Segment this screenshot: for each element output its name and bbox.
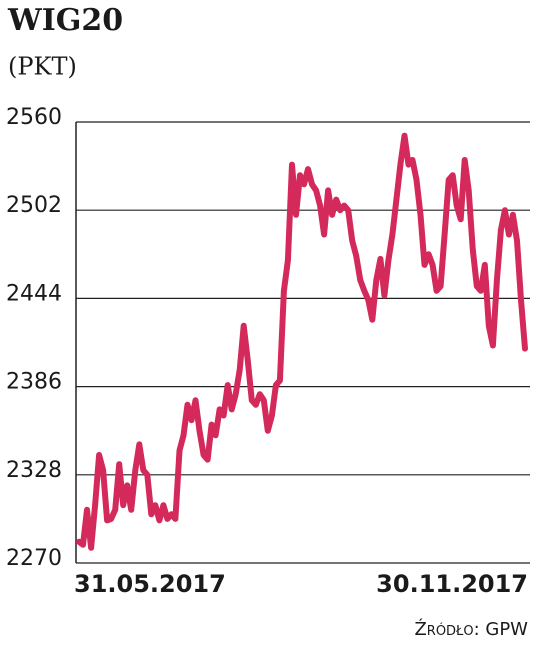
source-note: Źródło: GPW bbox=[414, 618, 528, 640]
y-tick-label: 2328 bbox=[6, 458, 62, 483]
x-tick-label: 31.05.2017 bbox=[74, 570, 226, 598]
chart-title: WIG20 bbox=[7, 3, 123, 38]
y-tick-label: 2502 bbox=[6, 193, 62, 218]
y-tick-label: 2386 bbox=[6, 370, 62, 395]
y-tick-label: 2270 bbox=[6, 546, 62, 571]
x-tick-label: 30.11.2017 bbox=[376, 570, 528, 598]
chart-subtitle: (PKT) bbox=[8, 53, 77, 81]
price-line bbox=[76, 132, 528, 551]
y-tick-label: 2560 bbox=[6, 105, 62, 130]
y-tick-label: 2444 bbox=[6, 281, 62, 306]
